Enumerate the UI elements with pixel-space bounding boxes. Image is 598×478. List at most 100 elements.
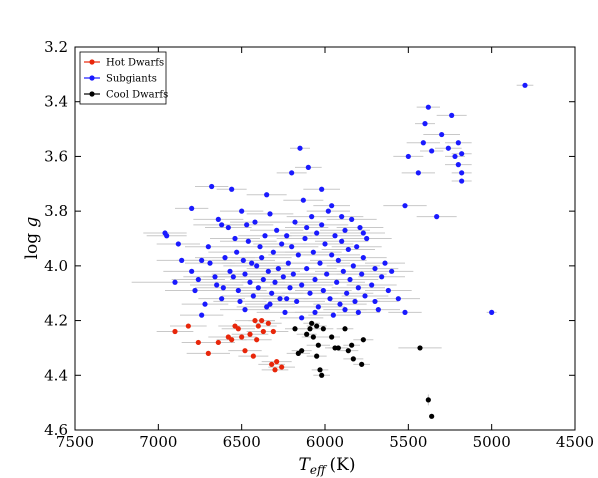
data-point — [239, 208, 245, 214]
data-point — [195, 276, 201, 283]
data-point — [219, 296, 225, 302]
data-point — [259, 317, 265, 324]
data-point — [205, 244, 211, 250]
data-point — [287, 285, 293, 291]
data-point — [357, 224, 363, 231]
data-point — [282, 309, 288, 315]
axis-ticks — [74, 46, 576, 431]
data-point — [439, 131, 445, 138]
data-point — [239, 334, 245, 340]
data-point — [334, 279, 340, 285]
data-point — [254, 337, 260, 343]
data-point — [279, 364, 285, 370]
data-point — [389, 268, 395, 274]
x-tick-label: 5500 — [389, 433, 427, 451]
data-point — [227, 268, 233, 274]
data-point — [205, 350, 211, 356]
data-point — [364, 235, 370, 242]
legend-label: Hot Dwarfs — [106, 58, 164, 69]
data-point — [319, 222, 325, 228]
data-point — [212, 274, 218, 280]
data-point — [235, 326, 241, 332]
data-point — [420, 140, 426, 146]
data-point — [229, 186, 235, 192]
y-tick-label: 3.2 — [44, 38, 68, 56]
data-point — [345, 348, 351, 354]
data-point — [225, 224, 231, 231]
data-point — [289, 244, 295, 250]
data-point — [429, 148, 435, 154]
data-point — [292, 219, 298, 225]
x-axis-label: Teff (K) — [299, 455, 356, 477]
data-point — [337, 301, 343, 307]
error-bars — [131, 84, 534, 406]
data-point — [309, 320, 315, 326]
data-point — [270, 249, 276, 255]
y-tick-label: 3.8 — [44, 202, 68, 220]
data-point — [349, 216, 355, 222]
data-point — [175, 241, 181, 247]
data-point — [199, 257, 205, 263]
data-point — [240, 257, 246, 263]
data-point — [262, 233, 268, 239]
data-point — [252, 317, 258, 324]
data-point — [202, 301, 208, 307]
data-point — [235, 287, 241, 294]
data-point — [385, 287, 391, 294]
data-point — [312, 276, 318, 283]
data-point — [245, 238, 251, 244]
data-point — [317, 367, 323, 373]
data-point — [319, 372, 325, 378]
data-point — [305, 164, 311, 170]
data-point — [375, 307, 381, 313]
data-point — [360, 255, 366, 261]
y-axis-label-text: log — [22, 227, 42, 259]
data-point — [459, 178, 465, 184]
data-point — [369, 282, 375, 288]
data-point — [252, 219, 258, 225]
x-axis-label-subscript: eff — [310, 463, 328, 477]
y-tick-label: 3.6 — [44, 147, 68, 165]
data-point — [320, 287, 326, 294]
data-point — [405, 153, 411, 160]
data-point — [355, 309, 361, 315]
data-point — [417, 345, 423, 351]
legend-label: Cool Dwarfs — [106, 90, 168, 101]
y-tick-label: 3.4 — [44, 93, 68, 111]
data-point — [274, 227, 280, 233]
data-point — [290, 271, 296, 277]
data-point — [445, 145, 451, 151]
data-point — [352, 298, 358, 305]
data-point — [199, 312, 205, 318]
data-point — [295, 252, 301, 258]
data-point — [242, 307, 248, 313]
data-point — [327, 296, 333, 302]
x-tick-label: 7000 — [139, 433, 177, 451]
data-point — [292, 326, 298, 332]
data-point — [215, 339, 221, 346]
data-point — [335, 257, 341, 263]
data-point — [415, 170, 421, 176]
data-point — [307, 326, 313, 332]
data-point — [314, 323, 320, 329]
x-tick-label: 6500 — [223, 433, 261, 451]
data-point — [452, 153, 458, 160]
data-point — [312, 309, 318, 315]
data-point — [382, 260, 388, 266]
data-point — [329, 252, 335, 258]
data-point — [489, 309, 495, 315]
data-point — [299, 348, 305, 354]
data-point — [362, 293, 368, 299]
data-point — [185, 323, 191, 329]
data-point — [329, 203, 335, 209]
y-tick-label: 4.0 — [44, 257, 68, 275]
data-point — [229, 337, 235, 343]
data-point — [237, 298, 243, 305]
data-point — [324, 271, 330, 277]
data-point — [310, 249, 316, 255]
data-point — [345, 246, 351, 253]
data-point — [455, 162, 461, 168]
data-point — [320, 326, 326, 332]
data-point — [242, 271, 248, 277]
